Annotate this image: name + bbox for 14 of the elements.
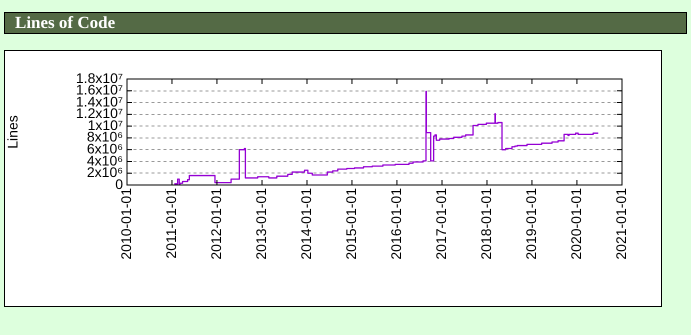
x-tick-label: 2016-01-01 xyxy=(388,188,404,260)
y-axis-title: Lines xyxy=(4,115,20,149)
y-tick-label: 0 xyxy=(115,176,124,192)
x-tick-label: 2019-01-01 xyxy=(522,188,539,260)
x-tick-label: 2012-01-01 xyxy=(208,188,224,260)
x-tick-label: 2014-01-01 xyxy=(298,188,314,260)
x-tick-label: 2021-01-01 xyxy=(612,188,629,260)
x-tick-label: 2020-01-01 xyxy=(568,188,584,260)
x-tick-label: 2017-01-01 xyxy=(432,188,449,260)
chart-title: Lines of Code xyxy=(4,12,687,34)
x-tick-label: 2018-01-01 xyxy=(478,188,494,260)
x-tick-label: 2011-01-01 xyxy=(162,188,179,259)
x-tick-label: 2015-01-01 xyxy=(342,188,359,260)
x-tick-label: 2013-01-01 xyxy=(252,188,269,260)
